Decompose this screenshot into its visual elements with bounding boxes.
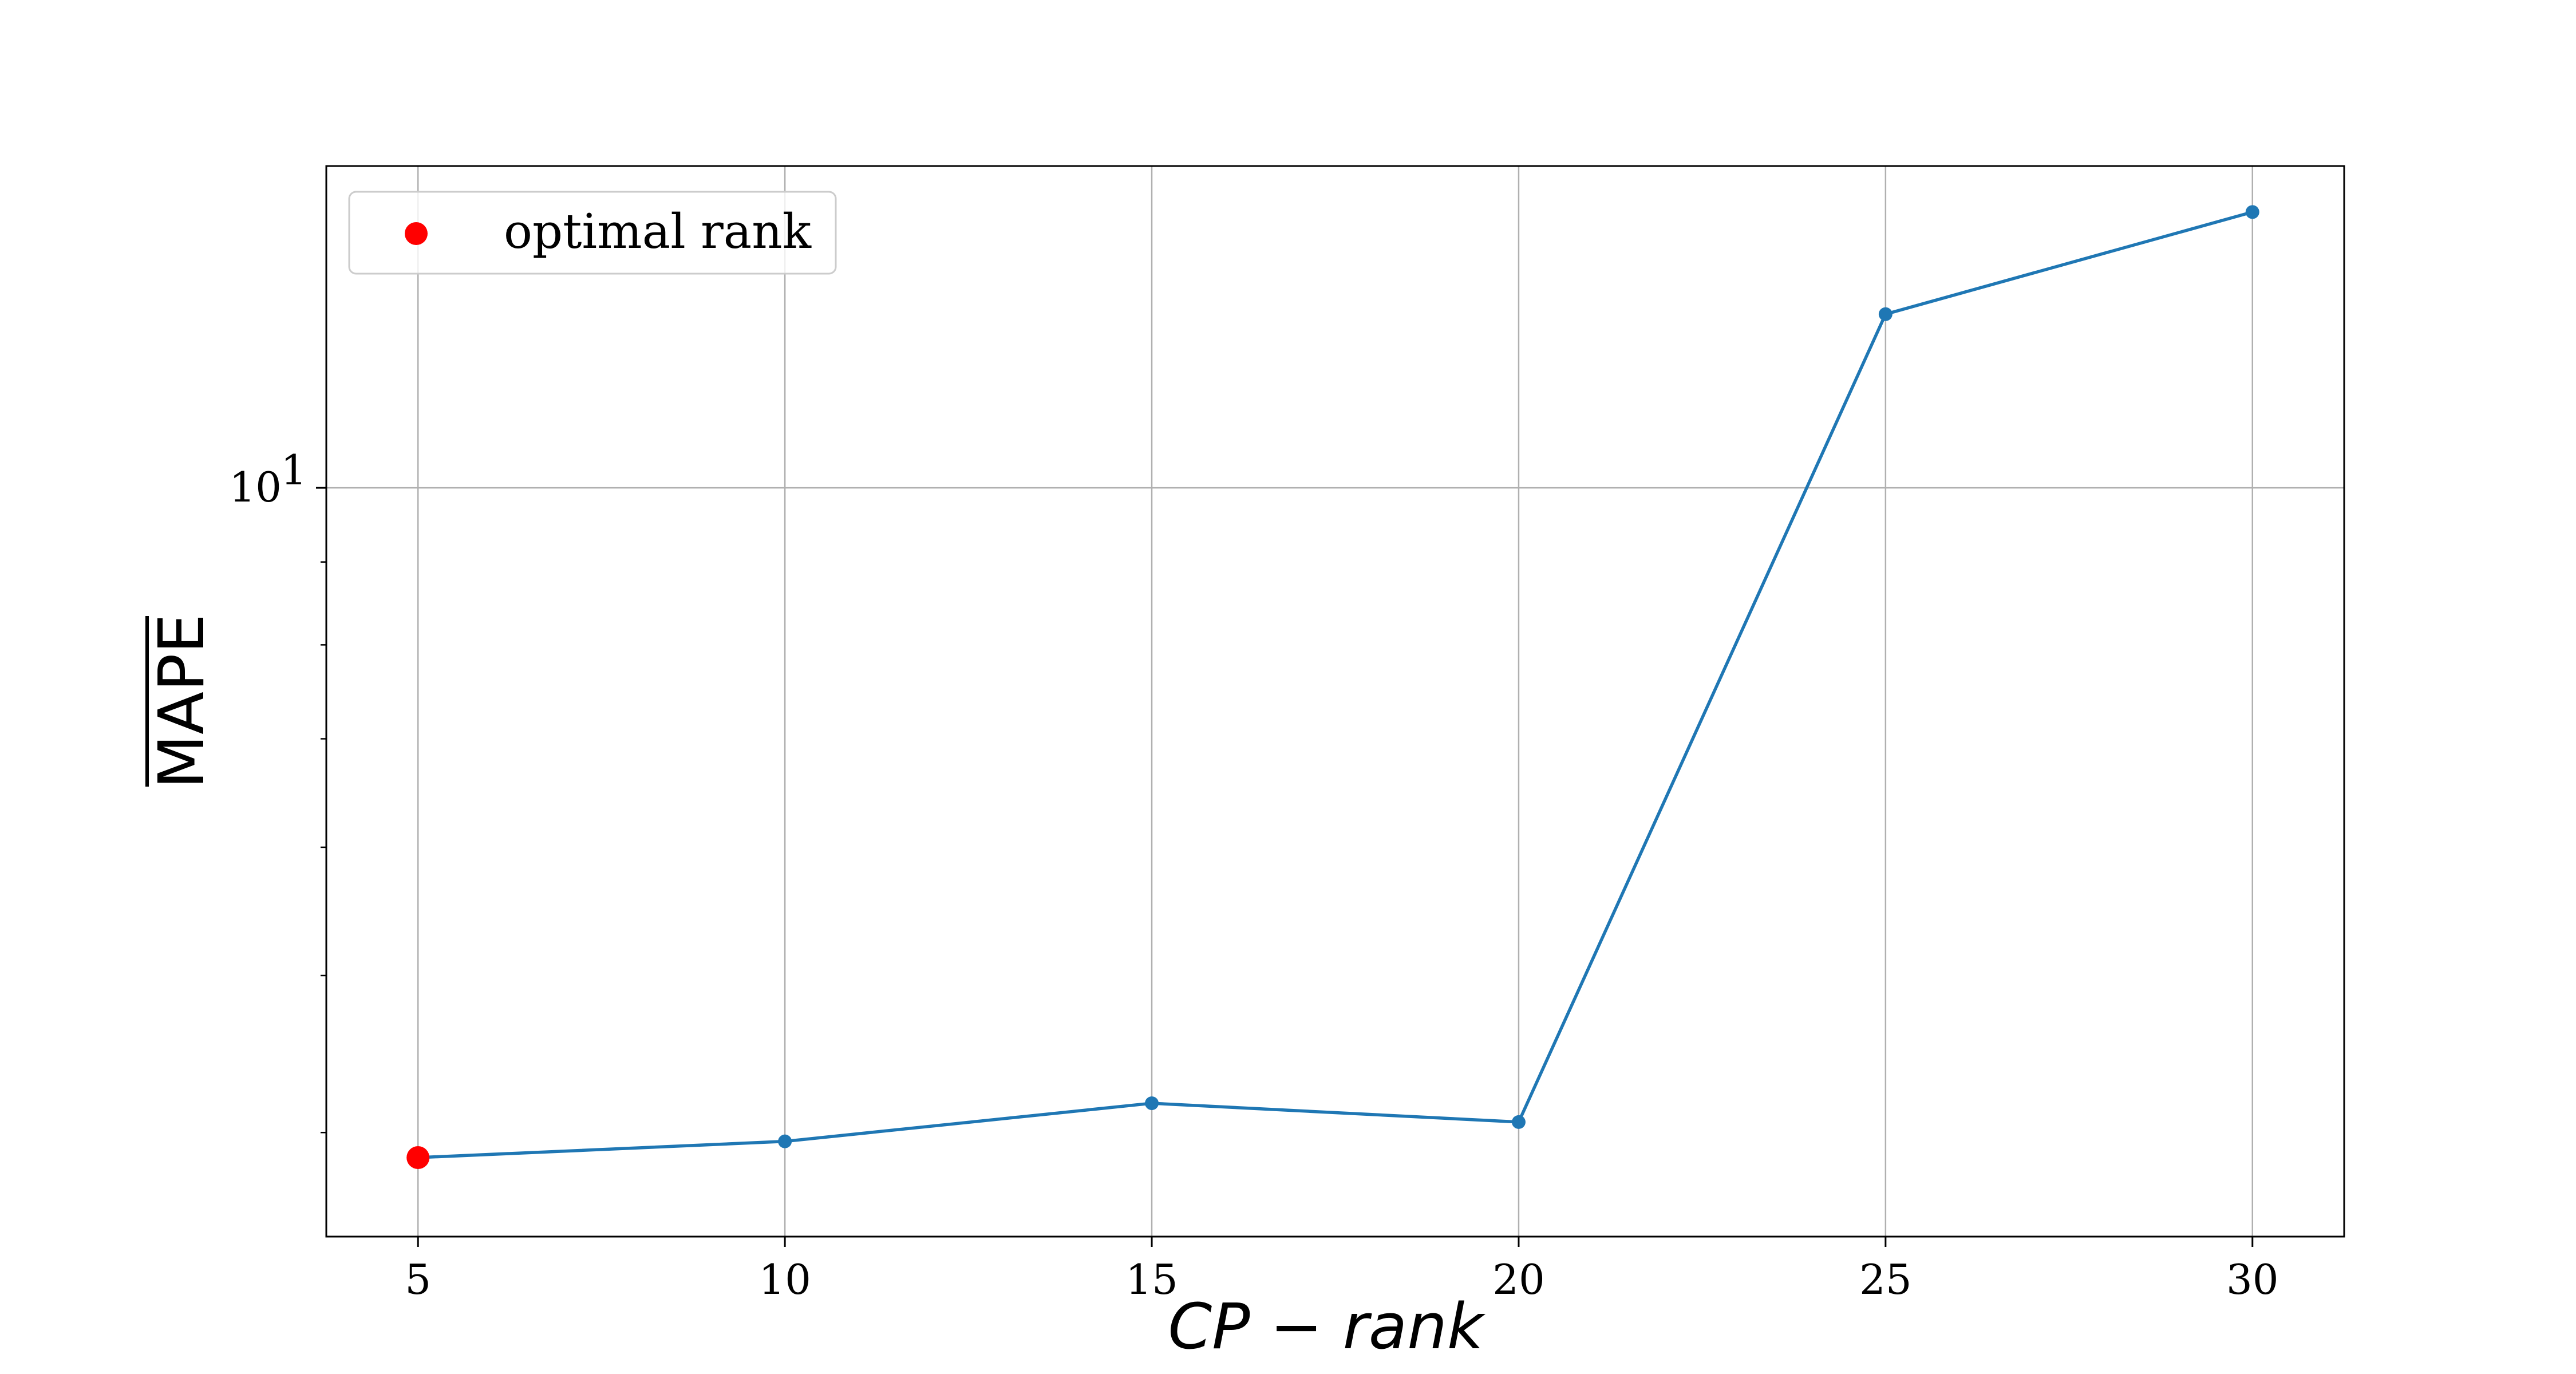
y-tick-label: 10 <box>229 463 282 511</box>
series-line <box>418 210 2253 1159</box>
data-point <box>778 1134 792 1148</box>
optimal-rank-point <box>406 1146 430 1169</box>
data-point <box>1145 1096 1159 1111</box>
x-axis-label: CP − rank <box>1168 1290 1486 1363</box>
x-axis: 5 10 15 20 25 30 <box>405 1237 2279 1304</box>
legend-box <box>348 191 837 275</box>
legend-marker <box>405 222 428 245</box>
legend-label: optimal rank <box>504 204 812 259</box>
data-point <box>1511 1115 1526 1129</box>
series-layer <box>406 205 2259 1169</box>
x-tick-label: 25 <box>1859 1255 1912 1304</box>
plot-frame <box>325 165 2345 1238</box>
y-axis-label: MAPE <box>145 614 218 789</box>
y-tick-label-exponent: 1 <box>280 446 307 494</box>
grid <box>326 166 2344 1237</box>
x-tick-label: 15 <box>1125 1255 1178 1304</box>
data-point <box>1878 307 1893 321</box>
x-tick-label: 5 <box>405 1255 431 1304</box>
y-axis: 101 <box>229 446 326 1134</box>
x-tick-label: 30 <box>2226 1255 2279 1304</box>
x-tick-label: 20 <box>1492 1255 1545 1304</box>
data-point <box>2245 205 2259 219</box>
y-axis-label-group: MAPE <box>145 614 218 789</box>
x-tick-label: 10 <box>758 1255 811 1304</box>
legend: optimal rank <box>348 191 837 275</box>
